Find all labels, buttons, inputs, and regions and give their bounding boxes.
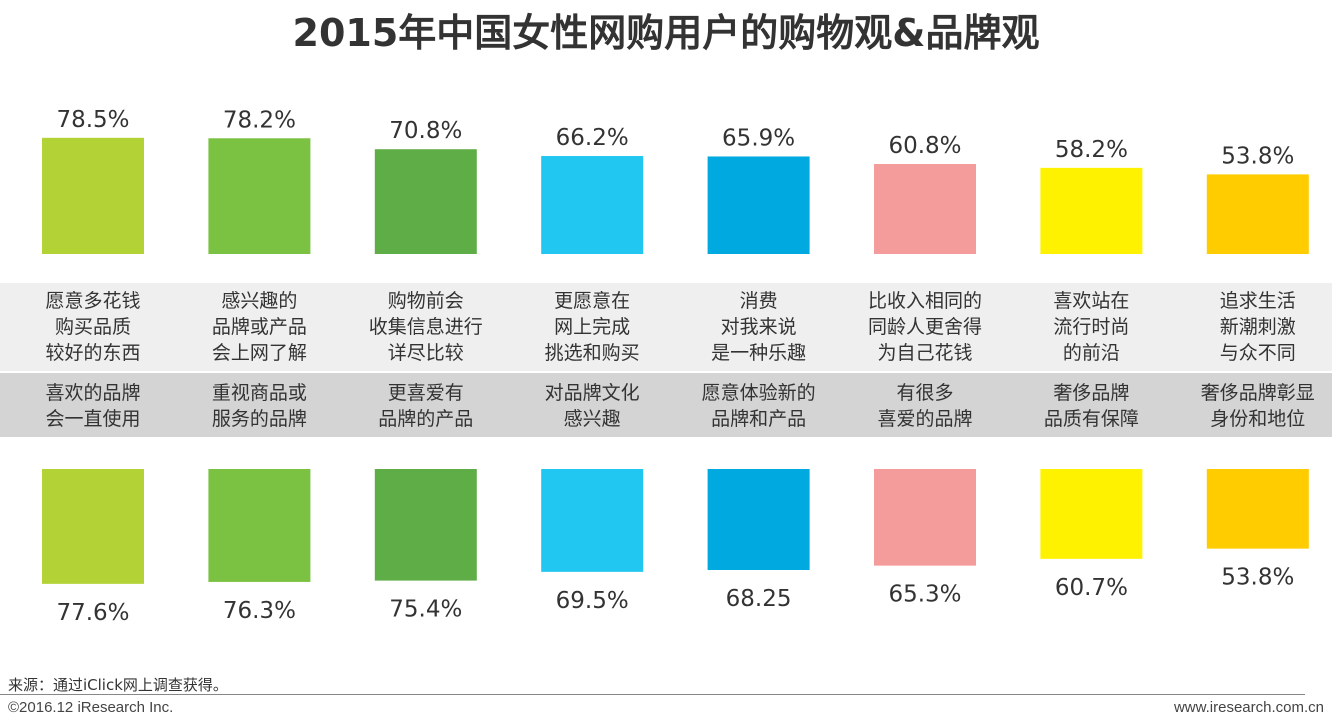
shopping-category-label: 比收入相同的 同龄人更舍得 为自己花钱: [867, 290, 982, 364]
brand-bar: [1040, 469, 1143, 559]
footer-divider: [0, 694, 1305, 695]
shopping-view-label-band: [0, 283, 1332, 371]
brand-bar: [208, 469, 311, 582]
brand-value-label: 60.7%: [1055, 575, 1128, 601]
brand-category-label: 奢侈品牌彰显 身份和地位: [1200, 382, 1315, 430]
shopping-value-label: 78.5%: [56, 107, 129, 133]
shopping-value-label: 53.8%: [1221, 143, 1294, 169]
brand-category-label: 愿意体验新的 品牌和产品: [701, 382, 816, 430]
brand-value-label: 77.6%: [56, 600, 129, 626]
brand-category-label: 喜欢的品牌 会一直使用: [45, 382, 141, 430]
brand-bar: [707, 469, 810, 571]
website-link[interactable]: www.iresearch.com.cn: [1173, 699, 1324, 716]
brand-bar: [874, 469, 976, 566]
chart-title: 2015年中国女性网购用户的购物观&品牌观: [292, 11, 1040, 55]
shopping-bar: [208, 138, 311, 254]
shopping-value-label: 78.2%: [223, 107, 296, 133]
shopping-category-label: 更愿意在 网上完成 挑选和购买: [544, 290, 640, 364]
shopping-bar: [374, 149, 477, 254]
brand-category-label: 有很多 喜爱的品牌: [877, 382, 973, 430]
shopping-category-label: 愿意多花钱 购买品质 较好的东西: [45, 290, 141, 364]
source-note: 来源：通过iClick网上调查获得。: [8, 676, 228, 694]
shopping-category-label: 购物前会 收集信息进行 详尽比较: [368, 290, 483, 364]
brand-bar: [42, 469, 144, 584]
brand-value-label: 65.3%: [888, 582, 961, 608]
shopping-value-label: 60.8%: [888, 133, 961, 159]
brand-category-label: 更喜爱有 品牌的产品: [378, 382, 474, 430]
brand-view-label-band: [0, 373, 1332, 437]
shopping-bar: [874, 164, 976, 254]
shopping-bar: [42, 137, 144, 254]
brand-value-label: 68.25: [726, 586, 792, 612]
brand-value-label: 69.5%: [556, 588, 629, 614]
brand-category-label: 奢侈品牌 品质有保障: [1043, 382, 1139, 430]
brand-value-label: 75.4%: [389, 597, 462, 623]
shopping-value-label: 70.8%: [389, 118, 462, 144]
brand-category-label: 对品牌文化 感兴趣: [544, 382, 640, 430]
brand-bar: [1206, 469, 1309, 549]
copyright-text: ©2016.12 iResearch Inc.: [8, 699, 174, 716]
shopping-value-label: 65.9%: [722, 125, 795, 151]
shopping-bar: [1040, 167, 1143, 254]
shopping-value-label: 66.2%: [556, 125, 629, 151]
shopping-category-label: 感兴趣的 品牌或产品 会上网了解: [211, 290, 307, 364]
shopping-category-label: 消费 对我来说 是一种乐趣: [711, 290, 807, 364]
brand-value-label: 53.8%: [1221, 565, 1294, 591]
shopping-category-label: 追求生活 新潮刺激 与众不同: [1219, 290, 1296, 364]
shopping-bar: [1206, 174, 1309, 254]
brand-bar: [541, 469, 644, 572]
shopping-category-label: 喜欢站在 流行时尚 的前沿: [1053, 290, 1130, 364]
shopping-bar: [541, 156, 644, 254]
brand-value-label: 76.3%: [223, 598, 296, 624]
brand-category-label: 重视商品或 服务的品牌: [211, 382, 307, 430]
brand-bar: [374, 469, 477, 581]
shopping-value-label: 58.2%: [1055, 137, 1128, 163]
shopping-bar: [707, 156, 810, 254]
